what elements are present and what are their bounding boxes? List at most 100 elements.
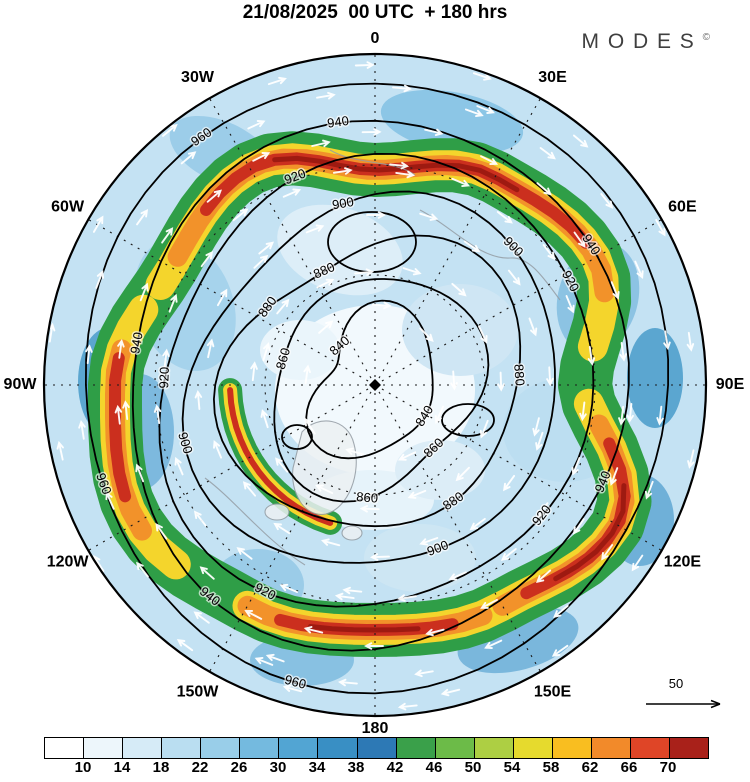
jet-stream-band [109, 352, 132, 503]
wind-arrow [56, 440, 64, 461]
jet-stream-band [272, 155, 520, 193]
wind-arrow [242, 481, 257, 497]
wind-arrow [354, 61, 375, 69]
wind-arrow [532, 417, 540, 437]
wind-arrow [260, 409, 269, 429]
colorbar-cell [630, 738, 670, 758]
wind-arrow [656, 405, 664, 426]
brand-copyright-mark: © [702, 32, 710, 43]
wind-arrow [440, 688, 461, 697]
wind-arrow [176, 639, 194, 652]
wind-arrow [392, 84, 412, 93]
colorbar-cell [45, 738, 85, 758]
wind-arrow [267, 76, 287, 86]
colorbar-cell [162, 738, 202, 758]
wind-arrow [161, 227, 174, 244]
wind-arrow [425, 628, 445, 637]
wind-arrow [571, 457, 581, 476]
wind-arrow [254, 656, 274, 666]
wind-arrow [626, 402, 634, 423]
wind-arrow [342, 586, 363, 595]
wind-arrow [247, 120, 266, 130]
colorbar-tick-label: 10 [74, 759, 92, 776]
latitude-circle [154, 164, 596, 606]
wind-arrow [389, 161, 410, 170]
colorbar-tick-label: 34 [308, 759, 326, 776]
height-contour [212, 234, 522, 528]
wind-arrow [273, 522, 291, 535]
wind-arrow [122, 400, 130, 421]
wind-arrow [252, 152, 271, 162]
wind-arrow [274, 457, 289, 473]
colorbar-tick-label: 38 [347, 759, 365, 776]
wind-arrow [573, 231, 586, 248]
jet-stream-layer [88, 131, 652, 657]
wind-arrow [634, 260, 644, 280]
brand-text: MODES [581, 30, 703, 53]
wind-arrow [334, 592, 355, 601]
wind-arrow [631, 554, 644, 572]
wind-arrow [686, 331, 695, 352]
height-contour [84, 82, 669, 695]
longitude-labels: 0 30E 60E 90E 120E 150E 180 150W 120W 90W 60W 30W [4, 30, 745, 734]
colorbar-cell [513, 738, 553, 758]
colorbar-tick-label: 62 [581, 759, 599, 776]
wind-arrow [572, 518, 585, 535]
wind-arrow [503, 474, 516, 492]
wind-arrow [655, 219, 666, 237]
wind-arrow [320, 538, 341, 547]
contour-label: 900 [331, 194, 355, 213]
colorbar-tick-label: 46 [425, 759, 443, 776]
wind-arrow [162, 348, 170, 369]
wind-arrow [193, 510, 207, 527]
wind-speed-blob [260, 320, 340, 380]
longitude-label: 120W [47, 554, 90, 571]
wind-arrow [497, 371, 505, 392]
wind-arrow [85, 344, 93, 365]
wind-arrow [276, 298, 290, 315]
colorbar-tick-label: 54 [503, 759, 521, 776]
colorbar-tick-label: 58 [542, 759, 560, 776]
colorbar-cell [357, 738, 397, 758]
wind-arrow [609, 467, 619, 486]
coastline-eurasia [419, 209, 561, 301]
wind-arrow [484, 639, 503, 650]
wind-arrow [619, 341, 627, 362]
height-contour-closed [281, 424, 313, 450]
colorbar-tick-label: 50 [464, 759, 482, 776]
longitude-label: 180 [362, 720, 389, 734]
inner-jet-band [227, 387, 334, 526]
wind-arrow [419, 327, 434, 342]
colorbar-cell [201, 738, 241, 758]
height-contour [158, 152, 595, 608]
wind-arrow [395, 170, 416, 179]
wind-arrow [536, 182, 552, 196]
wind-speed-blob [395, 440, 485, 500]
wind-arrow [250, 361, 258, 382]
wind-arrow [114, 404, 123, 425]
wind-arrow [318, 320, 334, 334]
reference-arrow-head [710, 699, 721, 709]
colorbar-cell [279, 738, 319, 758]
wind-arrow [282, 684, 303, 693]
wind-arrow [535, 569, 552, 584]
wind-arrow [216, 288, 228, 307]
wind-speed-blob [402, 284, 518, 376]
height-contour [131, 119, 630, 652]
wind-arrow [600, 193, 614, 209]
wind-arrow [601, 544, 614, 561]
longitude-label: 90E [716, 376, 745, 393]
wind-arrow [363, 642, 384, 650]
wind-arrow [551, 644, 569, 657]
wind-arrow [345, 447, 365, 456]
wind-arrow [542, 244, 556, 261]
wind-arrow [206, 338, 215, 359]
wind-arrow [402, 267, 422, 276]
wind-arrow [311, 139, 331, 148]
wind-arrow [95, 270, 105, 289]
longitude-label: 90W [4, 376, 38, 393]
pole-marker [369, 379, 381, 391]
wind-arrow [496, 211, 513, 224]
wind-arrow [553, 604, 569, 618]
